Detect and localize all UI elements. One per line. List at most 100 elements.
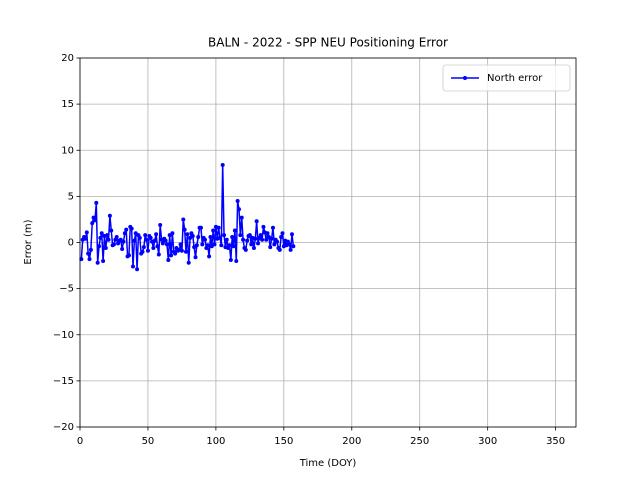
data-point — [166, 258, 171, 263]
data-point — [158, 222, 163, 227]
x-axis-label: Time (DOY) — [299, 458, 357, 469]
data-point — [291, 244, 296, 249]
data-point — [164, 242, 169, 247]
data-point — [105, 233, 110, 238]
data-point — [126, 253, 131, 258]
data-point — [179, 248, 184, 253]
data-point — [88, 247, 93, 252]
y-tick-label: −5 — [59, 284, 74, 295]
data-point — [155, 244, 160, 249]
data-point — [279, 234, 284, 239]
data-point — [87, 257, 92, 262]
data-point — [207, 254, 212, 259]
data-point — [160, 241, 165, 246]
data-point — [152, 238, 157, 243]
data-point — [120, 246, 125, 251]
data-point — [243, 247, 248, 252]
data-point — [97, 244, 102, 249]
data-point — [227, 243, 232, 248]
data-point — [178, 242, 183, 247]
data-point — [141, 245, 146, 250]
data-point — [260, 237, 265, 242]
data-point — [228, 258, 233, 263]
data-point — [181, 217, 186, 222]
data-point — [211, 228, 216, 233]
data-point — [249, 242, 254, 247]
data-point — [144, 237, 149, 242]
data-point — [182, 227, 187, 232]
data-point — [241, 237, 246, 242]
data-point — [222, 233, 227, 238]
y-axis-label: Error (m) — [23, 219, 34, 264]
x-tick-label: 50 — [142, 436, 155, 447]
data-point — [170, 231, 175, 236]
data-point — [264, 237, 269, 242]
data-point — [86, 251, 91, 256]
data-point — [245, 238, 250, 243]
data-point — [219, 243, 224, 248]
data-point — [98, 235, 103, 240]
x-tick-label: 200 — [342, 436, 361, 447]
data-point — [111, 242, 116, 247]
data-point — [83, 236, 88, 241]
data-point — [185, 232, 190, 237]
data-point — [251, 246, 256, 251]
data-point — [143, 233, 148, 238]
data-point — [129, 226, 134, 231]
data-point — [173, 251, 178, 256]
data-point — [84, 230, 89, 235]
y-tick-label: 20 — [61, 53, 74, 64]
data-point — [288, 247, 293, 252]
y-tick-label: −20 — [53, 422, 74, 433]
data-point — [95, 260, 100, 265]
data-point — [265, 231, 270, 236]
legend-box — [442, 64, 571, 92]
data-point — [220, 163, 225, 168]
data-point — [186, 260, 191, 265]
legend-marker — [463, 76, 467, 80]
data-point — [92, 218, 97, 223]
data-point — [216, 225, 221, 230]
data-point — [109, 228, 114, 233]
data-point — [103, 246, 108, 251]
data-point — [132, 238, 137, 243]
data-point — [140, 249, 145, 254]
data-point — [122, 231, 127, 236]
data-point — [269, 236, 274, 241]
data-point — [231, 244, 236, 249]
data-point — [289, 232, 294, 237]
data-point — [124, 227, 129, 232]
y-tick-label: 15 — [61, 99, 74, 110]
data-point — [99, 231, 104, 236]
data-point — [193, 255, 198, 260]
data-point — [148, 235, 153, 240]
data-point — [238, 233, 243, 238]
x-tick-label: 0 — [77, 436, 83, 447]
data-point — [254, 219, 259, 224]
data-point — [145, 248, 150, 253]
data-point — [247, 233, 252, 238]
data-point — [198, 225, 203, 230]
data-point — [224, 237, 229, 242]
data-point — [232, 228, 237, 233]
data-point — [107, 213, 112, 218]
x-tick-label: 100 — [206, 436, 225, 447]
plot-area — [79, 163, 296, 272]
data-point — [183, 249, 188, 254]
x-tick-label: 300 — [478, 436, 497, 447]
x-tick-label: 250 — [410, 436, 429, 447]
data-point — [280, 231, 285, 236]
data-point — [287, 242, 292, 247]
data-point — [154, 232, 159, 237]
y-tick-label: 10 — [61, 145, 74, 156]
data-point — [253, 236, 258, 241]
data-point — [272, 242, 277, 247]
x-tick-label: 350 — [546, 436, 565, 447]
data-point — [236, 207, 241, 212]
data-point — [194, 243, 199, 248]
chart-title: BALN - 2022 - SPP NEU Positioning Error — [208, 36, 448, 50]
data-point — [268, 245, 273, 250]
data-point — [239, 215, 244, 220]
data-point — [235, 198, 240, 203]
